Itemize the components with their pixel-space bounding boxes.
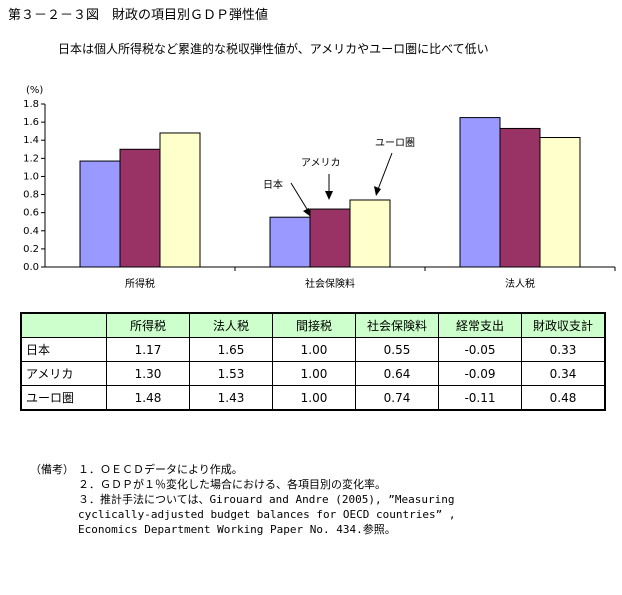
header-cell: 所得税	[106, 312, 190, 338]
bar	[309, 208, 351, 268]
header-cell: 法人税	[189, 312, 273, 338]
note: １．ＯＥＣＤデータにより作成。	[78, 463, 243, 476]
chart: (%) 日本 アメリカ ユーロ圏 0.0 0.2 0.4 0.6 0.8 1.0 1.2 1.…	[23, 85, 616, 290]
annotation: ユーロ圏	[375, 137, 415, 149]
x-tick-label: 社会保険料	[305, 277, 355, 290]
arrow	[290, 182, 311, 215]
bar	[499, 127, 541, 268]
row-header: ユーロ圏	[20, 385, 107, 411]
row-header: 日本	[20, 337, 107, 362]
notes-label: （備考）	[30, 463, 74, 476]
arrowhead	[325, 191, 333, 200]
y-tick-label: 0.6	[23, 208, 39, 219]
annotation: アメリカ	[301, 157, 341, 169]
cell: 0.48	[521, 385, 606, 411]
arrowhead	[374, 186, 381, 196]
table-row: 日本 1.17 1.65 1.00 0.55 -0.05 0.33	[20, 337, 606, 362]
header-cell: 財政収支計	[521, 312, 606, 338]
cell: 1.00	[272, 337, 356, 362]
y-tick-label: 0.0	[23, 262, 39, 273]
bar	[349, 199, 391, 268]
cell: 1.00	[272, 361, 356, 386]
cell: -0.09	[438, 361, 522, 386]
cell: 0.34	[521, 361, 606, 386]
y-tick-label: 1.2	[23, 153, 39, 164]
subtitle: 日本は個人所得税など累進的な税収弾性値が、アメリカやユーロ圏に比べて低い	[58, 42, 489, 56]
bar	[79, 160, 121, 268]
header-row: 所得税 法人税 間接税 社会保険料 経常支出 財政収支計	[20, 312, 606, 338]
note: ２．ＧＤＰが１％変化した場合における、各項目別の変化率。	[78, 478, 386, 491]
y-tick-label: 1.4	[23, 135, 39, 146]
y-unit: (%)	[26, 85, 43, 96]
y-tick-label: 1.8	[23, 99, 39, 110]
annotation: 日本	[263, 178, 283, 191]
cell: 1.65	[189, 337, 273, 362]
row-header: アメリカ	[20, 361, 107, 386]
cell: 0.33	[521, 337, 606, 362]
cell: 0.74	[355, 385, 439, 411]
header-cell: 経常支出	[438, 312, 522, 338]
cell: 0.55	[355, 337, 439, 362]
cell: 1.17	[106, 337, 190, 362]
notes: （備考） １．ＯＥＣＤデータにより作成。 ２．ＧＤＰが１％変化した場合における、各…	[30, 462, 518, 537]
header-cell: 間接税	[272, 312, 356, 338]
y-tick-label: 0.8	[23, 190, 39, 201]
note: ３．推計手法については、Girouard and Andre (2005), ”…	[78, 493, 456, 536]
bar	[459, 117, 501, 268]
bar	[119, 148, 161, 268]
x-tick-label: 法人税	[505, 277, 535, 290]
cell: 1.48	[106, 385, 190, 411]
y-tick-label: 0.2	[23, 244, 39, 255]
y-tick-label: 1.0	[23, 171, 39, 182]
table-row: ユーロ圏 1.48 1.43 1.00 0.74 -0.11 0.48	[20, 385, 606, 411]
cell: -0.11	[438, 385, 522, 411]
y-tick-label: 0.4	[23, 226, 39, 237]
header-cell: 社会保険料	[355, 312, 439, 338]
cell: 1.53	[189, 361, 273, 386]
header-cell	[20, 312, 107, 338]
table-row: アメリカ 1.30 1.53 1.00 0.64 -0.09 0.34	[20, 361, 606, 386]
cell: 1.43	[189, 385, 273, 411]
cell: 1.00	[272, 385, 356, 411]
arrowhead	[303, 208, 311, 217]
data-table: 所得税 法人税 間接税 社会保険料 経常支出 財政収支計 日本 1.17 1.65 1.00 0.5…	[20, 312, 606, 411]
bar	[269, 216, 311, 268]
arrow	[376, 152, 393, 193]
bar	[539, 137, 581, 268]
x-tick-label: 所得税	[125, 277, 155, 290]
title: 第３－２－３図 財政の項目別ＧＤＰ弾性値	[8, 8, 269, 23]
cell: -0.05	[438, 337, 522, 362]
bar	[159, 132, 201, 268]
cell: 1.30	[106, 361, 190, 386]
cell: 0.64	[355, 361, 439, 386]
notes-list: １．ＯＥＣＤデータにより作成。 ２．ＧＤＰが１％変化した場合における、各項目別の変…	[78, 462, 518, 537]
y-tick-label: 1.6	[23, 117, 39, 128]
